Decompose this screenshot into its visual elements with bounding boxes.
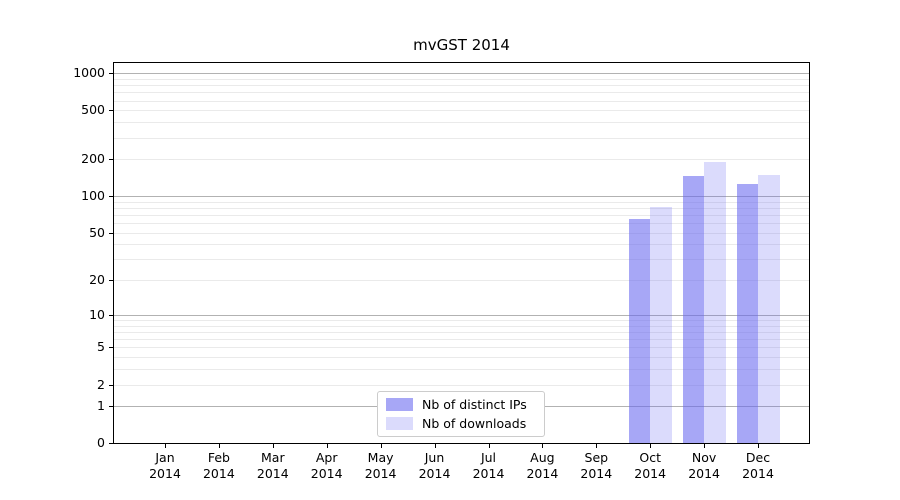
y-tick-mark — [109, 314, 113, 316]
x-tick-mark — [650, 444, 652, 448]
bar-downloads-oct — [650, 206, 672, 444]
minor-gridline — [113, 159, 810, 161]
legend-swatch-distinct-ips — [386, 398, 413, 411]
minor-gridline — [113, 232, 810, 234]
minor-gridline — [113, 137, 810, 139]
minor-gridline — [113, 244, 810, 246]
minor-gridline — [113, 207, 810, 209]
y-tick-label: 2 — [97, 376, 105, 392]
minor-gridline — [113, 331, 810, 333]
minor-gridline — [113, 78, 810, 80]
x-tick-label: Dec 2014 — [742, 450, 774, 481]
minor-gridline — [113, 122, 810, 124]
y-tick-label: 10 — [89, 306, 105, 322]
minor-gridline — [113, 223, 810, 225]
x-tick-mark — [272, 444, 274, 448]
major-gridline — [113, 196, 810, 198]
minor-gridline — [113, 110, 810, 112]
x-tick-mark — [704, 444, 706, 448]
bar-distinct-ips-oct — [628, 218, 651, 444]
y-tick-label: 50 — [89, 224, 105, 240]
bar-distinct-ips-nov — [682, 176, 705, 444]
minor-gridline — [113, 384, 810, 386]
x-tick-label: Mar 2014 — [256, 450, 289, 481]
y-tick-label: 500 — [81, 102, 105, 118]
x-tick-label: Apr 2014 — [310, 450, 343, 481]
x-tick-label: Aug 2014 — [526, 450, 559, 481]
bar-downloads-dec — [758, 174, 780, 444]
x-tick-mark — [380, 444, 382, 448]
minor-gridline — [113, 339, 810, 341]
x-tick-label: Jun 2014 — [418, 450, 451, 481]
major-gridline — [113, 314, 810, 316]
y-tick-label: 20 — [89, 272, 105, 288]
minor-gridline — [113, 357, 810, 359]
bar-distinct-ips-dec — [736, 184, 758, 444]
x-tick-label: Feb 2014 — [202, 450, 235, 481]
y-tick-mark — [109, 406, 113, 408]
minor-gridline — [113, 100, 810, 102]
y-tick-mark — [109, 280, 113, 282]
y-tick-mark — [109, 159, 113, 161]
x-tick-mark — [596, 444, 598, 448]
legend-swatch-downloads — [386, 417, 413, 430]
y-tick-mark — [109, 110, 113, 112]
minor-gridline — [113, 347, 810, 349]
y-tick-label: 100 — [81, 188, 105, 204]
minor-gridline — [113, 85, 810, 87]
minor-gridline — [113, 215, 810, 216]
chart-title: mvGST 2014 — [413, 36, 510, 54]
x-tick-label: Sep 2014 — [580, 450, 613, 481]
x-tick-mark — [218, 444, 220, 448]
minor-gridline — [113, 201, 810, 203]
minor-gridline — [113, 92, 810, 94]
minor-gridline — [113, 280, 810, 282]
x-tick-mark — [758, 444, 759, 448]
legend: Nb of distinct IPs Nb of downloads — [377, 391, 545, 437]
minor-gridline — [113, 369, 810, 371]
x-tick-mark — [326, 444, 328, 448]
legend-label-downloads: Nb of downloads — [422, 415, 527, 431]
legend-entry-downloads: Nb of downloads — [386, 415, 544, 431]
x-tick-label: Oct 2014 — [634, 450, 667, 481]
minor-gridline — [113, 325, 810, 327]
x-tick-label: Jul 2014 — [472, 450, 505, 481]
legend-entry-distinct-ips: Nb of distinct IPs — [386, 396, 544, 412]
y-tick-label: 200 — [81, 151, 105, 167]
x-tick-label: Jan 2014 — [149, 450, 181, 481]
y-tick-mark — [109, 384, 113, 386]
y-tick-mark — [109, 73, 113, 75]
x-tick-mark — [434, 444, 436, 448]
y-tick-mark — [109, 196, 113, 198]
plot-area — [113, 62, 810, 444]
y-tick-label: 1000 — [73, 65, 105, 81]
legend-label-distinct-ips: Nb of distinct IPs — [422, 396, 527, 412]
y-tick-mark — [109, 347, 113, 349]
bar-downloads-nov — [704, 162, 726, 444]
y-tick-label: 1 — [97, 398, 105, 414]
y-tick-mark — [109, 232, 113, 234]
x-tick-mark — [488, 444, 490, 448]
y-tick-mark — [109, 443, 113, 445]
x-tick-mark — [542, 444, 544, 448]
x-tick-mark — [165, 444, 166, 448]
major-gridline — [113, 73, 810, 75]
y-tick-label: 5 — [97, 339, 105, 355]
x-tick-label: Nov 2014 — [688, 450, 720, 481]
minor-gridline — [113, 320, 810, 321]
x-tick-label: May 2014 — [364, 450, 397, 481]
minor-gridline — [113, 259, 810, 261]
y-tick-label: 0 — [97, 435, 105, 451]
